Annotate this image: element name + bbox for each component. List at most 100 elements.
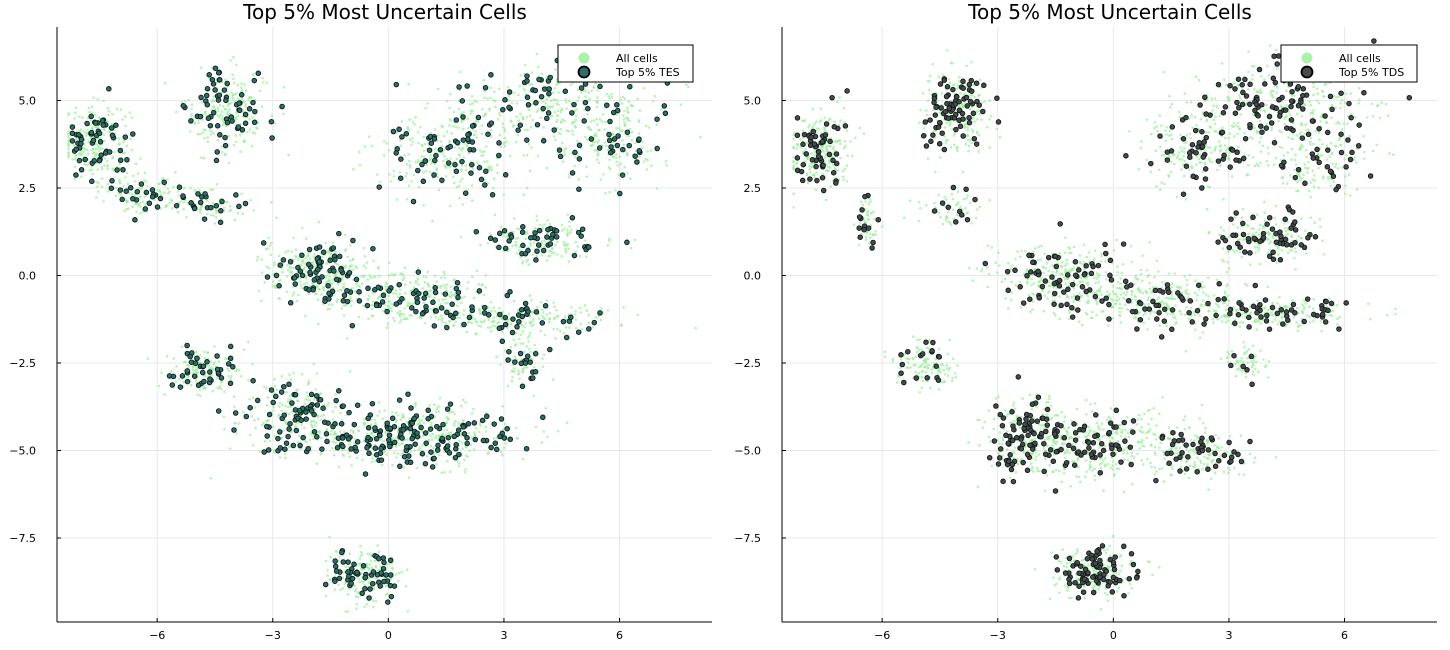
point-all-cells [461,203,465,206]
point-top-uncertain [579,226,586,232]
point-all-cells [574,240,578,244]
point-all-cells [393,451,396,455]
point-top-uncertain [452,454,459,461]
point-all-cells [285,275,289,278]
point-top-uncertain [506,104,512,111]
point-all-cells [1183,274,1187,278]
point-top-uncertain [522,250,529,257]
point-all-cells [641,146,644,149]
point-all-cells [226,110,230,113]
point-top-uncertain [393,301,400,307]
point-all-cells [336,271,340,275]
point-all-cells [600,120,604,123]
point-all-cells [382,439,386,443]
point-all-cells [1115,299,1119,302]
point-all-cells [190,107,193,111]
point-all-cells [235,63,238,67]
point-top-uncertain [320,405,326,411]
legend-marker-top-uncertain [577,65,591,79]
point-all-cells [168,190,171,193]
point-all-cells [404,283,407,287]
point-top-uncertain [285,433,291,440]
point-all-cells [383,140,386,143]
point-all-cells [73,165,77,168]
point-all-cells [560,229,564,232]
point-all-cells [420,143,424,147]
point-all-cells [456,304,459,308]
point-all-cells [804,147,807,151]
point-all-cells [822,150,825,153]
point-all-cells [223,390,226,394]
point-top-uncertain [89,178,95,185]
point-all-cells [442,270,446,274]
point-all-cells [977,150,981,153]
point-all-cells [801,129,805,133]
point-all-cells [1072,300,1075,304]
point-all-cells [540,72,544,75]
point-all-cells [480,284,484,287]
point-all-cells [949,61,953,65]
point-top-uncertain [229,118,235,124]
point-all-cells [566,228,569,231]
point-all-cells [386,592,389,596]
point-all-cells [346,610,350,613]
point-all-cells [571,129,574,133]
point-all-cells [398,288,402,291]
point-all-cells [1227,267,1231,270]
point-top-uncertain [624,129,631,135]
point-all-cells [172,185,175,189]
point-all-cells [195,350,198,354]
point-all-cells [320,292,323,296]
point-all-cells [270,114,274,118]
point-all-cells [994,261,997,265]
point-top-uncertain [469,161,475,168]
point-top-uncertain [367,586,373,592]
point-top-uncertain [195,382,202,389]
point-top-uncertain [149,193,156,200]
point-all-cells [285,290,289,294]
point-all-cells [1193,291,1197,295]
point-top-uncertain [354,569,360,576]
point-all-cells [340,307,344,310]
point-all-cells [513,217,516,220]
point-all-cells [271,280,275,284]
point-all-cells [73,157,77,161]
point-all-cells [398,321,402,324]
point-all-cells [637,132,641,135]
point-top-uncertain [407,425,414,432]
point-top-uncertain [117,157,124,164]
point-all-cells [626,172,629,175]
point-all-cells [1111,290,1115,293]
point-all-cells [482,78,486,82]
point-all-cells [506,319,509,323]
point-all-cells [387,173,391,176]
point-top-uncertain [266,411,273,418]
point-all-cells [499,450,503,454]
point-all-cells [585,309,588,312]
point-top-uncertain [122,134,129,140]
point-all-cells [973,120,976,123]
point-top-uncertain [542,303,549,309]
point-all-cells [239,122,242,126]
point-all-cells [243,348,246,351]
point-top-uncertain [504,292,511,299]
point-all-cells [968,94,972,97]
point-all-cells [206,351,209,354]
point-all-cells [267,236,270,239]
point-all-cells [533,365,536,369]
point-all-cells [365,261,369,264]
point-top-uncertain [386,437,392,443]
point-all-cells [288,266,292,270]
point-all-cells [178,378,181,381]
point-all-cells [229,377,233,380]
point-all-cells [278,401,282,405]
point-all-cells [445,289,449,293]
point-all-cells [198,188,201,192]
point-all-cells [470,95,474,98]
point-all-cells [91,172,94,176]
point-all-cells [235,432,238,435]
point-all-cells [1014,257,1017,261]
point-all-cells [571,133,575,136]
point-all-cells [943,135,946,138]
point-all-cells [986,285,989,289]
